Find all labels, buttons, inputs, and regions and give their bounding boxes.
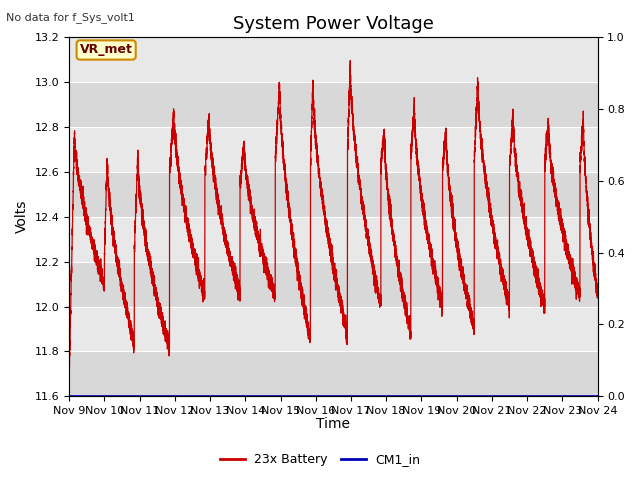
Legend: 23x Battery, CM1_in: 23x Battery, CM1_in: [214, 448, 426, 471]
Bar: [69, 172, 598, 217]
Bar: [69, 127, 598, 172]
Y-axis label: Volts: Volts: [15, 200, 29, 233]
Text: No data for f_Sys_volt1: No data for f_Sys_volt1: [6, 12, 135, 23]
Bar: [69, 262, 598, 307]
X-axis label: Time: Time: [316, 418, 350, 432]
Bar: [69, 351, 598, 396]
Bar: [69, 82, 598, 127]
Bar: [69, 217, 598, 262]
Bar: [69, 37, 598, 82]
Bar: [69, 307, 598, 351]
Text: VR_met: VR_met: [80, 44, 132, 57]
Title: System Power Voltage: System Power Voltage: [233, 15, 434, 33]
